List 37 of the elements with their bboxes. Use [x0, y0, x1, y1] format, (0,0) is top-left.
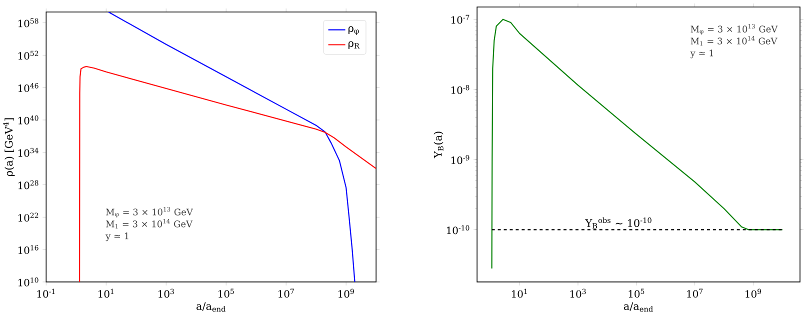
annotation: y ≃ 1: [106, 232, 128, 242]
x-axis-title: a/a$_{end}$: [624, 302, 653, 312]
x-tick-label: 10$^{9}$: [746, 288, 762, 298]
y-tick-label: 10$^{40}$: [18, 116, 38, 124]
y-tick-label: 10$^{22}$: [18, 212, 38, 222]
annotation: M$_{1}$ = 3 × 10$^{14}$ GeV: [106, 218, 193, 229]
y-axis-title: Y$_{B}$(a): [434, 132, 444, 158]
y-tick-label: 10$^{46}$: [18, 83, 38, 92]
y-tick-label: 10$^{52}$: [18, 50, 38, 60]
x-tick-label: 10$^{1}$: [512, 288, 527, 298]
x-tick-label: 10$^{3}$: [158, 288, 174, 298]
x-tick-label: 10$^{-1}$: [37, 288, 55, 298]
legend-label: ρ$_{R}$: [348, 41, 360, 50]
annotation: M$_{φ}$ = 3 × 10$^{13}$ GeV: [690, 24, 778, 35]
y-tick-label: 10$^{10}$: [18, 278, 38, 286]
y-tick-label: 10$^{16}$: [18, 245, 38, 254]
x-tick-label: 10$^{5}$: [628, 288, 644, 298]
y-tick-label: 10$^{58}$: [18, 18, 38, 28]
annotation: y ≃ 1: [690, 50, 714, 58]
y-tick-label: 10$^{-7}$: [451, 14, 470, 24]
y-tick-label: 10$^{28}$: [18, 180, 38, 190]
annotation: M$_{1}$ = 3 × 10$^{14}$ GeV: [690, 36, 778, 46]
y-tick-label: 10$^{34}$: [18, 148, 38, 157]
x-tick-label: 10$^{1}$: [98, 288, 114, 298]
annotation: Y$_{B}$$^{obs}$ ∼ 10$^{-10}$: [585, 217, 652, 229]
annotation: M$_{φ}$ = 3 × 10$^{13}$ GeV: [106, 207, 194, 218]
x-tick-label: 10$^{9}$: [338, 288, 354, 298]
legend-label: ρ$_{φ}$: [348, 26, 359, 36]
x-axis-title: a/a$_{end}$: [196, 302, 226, 312]
x-tick-label: 10$^{5}$: [218, 288, 234, 298]
y-tick-label: 10$^{-9}$: [451, 155, 470, 164]
y-axis-title: ρ(a) [GeV$^{4}$]: [3, 118, 15, 176]
y-tick-label: 10$^{-8}$: [451, 85, 470, 94]
y-tick-label: 10$^{-10}$: [447, 225, 470, 234]
x-tick-label: 10$^{3}$: [570, 288, 586, 298]
x-tick-label: 10$^{7}$: [278, 288, 294, 298]
x-tick-label: 10$^{7}$: [687, 288, 703, 298]
